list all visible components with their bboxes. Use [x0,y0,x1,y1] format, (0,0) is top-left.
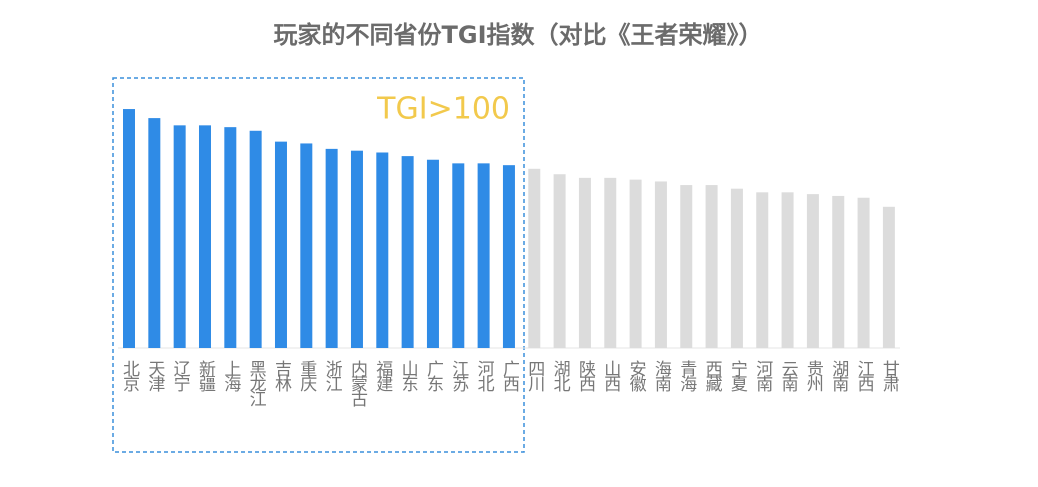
x-tick-label: 贵州 [803,360,824,392]
chart-title: 玩家的不同省份TGI指数（对比《王者荣耀》） [274,21,763,49]
x-tick-label: 宁夏 [727,360,748,392]
bar [325,148,338,348]
x-tick-label: 福建 [372,360,393,392]
bar [350,150,363,348]
bar [477,163,490,348]
x-tick-label: 江苏 [448,360,469,393]
bar [198,125,211,348]
x-tick-label: 重庆 [296,360,317,392]
x-tick-label: 湖北 [550,360,571,392]
bar [578,177,591,348]
bar [173,125,186,348]
x-tick-label: 山东 [398,360,418,392]
bar [756,192,769,348]
x-tick-label: 北京 [119,360,140,393]
bar [604,177,617,348]
bar [426,159,439,348]
x-tick-label: 广西 [499,360,520,392]
x-tick-label: 内蒙古 [347,360,368,407]
x-tick-label: 云南 [778,360,799,392]
bar [452,163,465,348]
bar [123,109,135,349]
bar [528,168,541,348]
x-tick-label: 山西 [600,360,620,392]
x-tick-label: 甘肃 [879,360,900,392]
bar [680,185,693,348]
bar [857,197,870,348]
x-tick-label: 河北 [474,360,495,392]
annotation: TGI>100 [376,92,510,127]
x-tick-label: 河南 [752,360,773,392]
bar [705,185,718,348]
highlight-box [112,77,525,453]
bar [401,156,414,348]
x-tick-label: 黑龙江 [246,360,267,407]
bar [224,127,237,348]
x-tick-label: 浙江 [322,360,343,392]
bar [629,179,642,348]
bar [654,181,667,348]
bar [148,118,161,348]
x-tick-label: 四川 [524,360,545,392]
bar [832,195,845,348]
x-tick-label: 天津 [144,360,165,392]
x-tick-label: 上海 [220,360,241,393]
x-tick-label: 新疆 [195,360,216,392]
x-tick-label: 江西 [854,360,875,392]
x-tick-label: 吉林 [271,360,292,392]
bar [249,130,262,348]
x-tick-label: 广东 [423,360,444,392]
bar [300,143,313,348]
x-tick-label: 西藏 [702,360,723,393]
x-tick-label: 安徽 [626,360,647,392]
bar [274,141,287,348]
bar [882,206,895,348]
bar [781,192,794,348]
bar [553,174,566,348]
x-tick-label: 青海 [676,360,697,393]
bar [730,188,743,348]
x-tick-label: 辽宁 [170,360,191,392]
x-tick-label: 陕西 [575,360,595,392]
bar [376,152,389,348]
x-tick-label: 海南 [651,360,672,392]
bar [502,165,515,348]
bar [806,194,819,348]
x-tick-label: 湖南 [828,360,849,392]
